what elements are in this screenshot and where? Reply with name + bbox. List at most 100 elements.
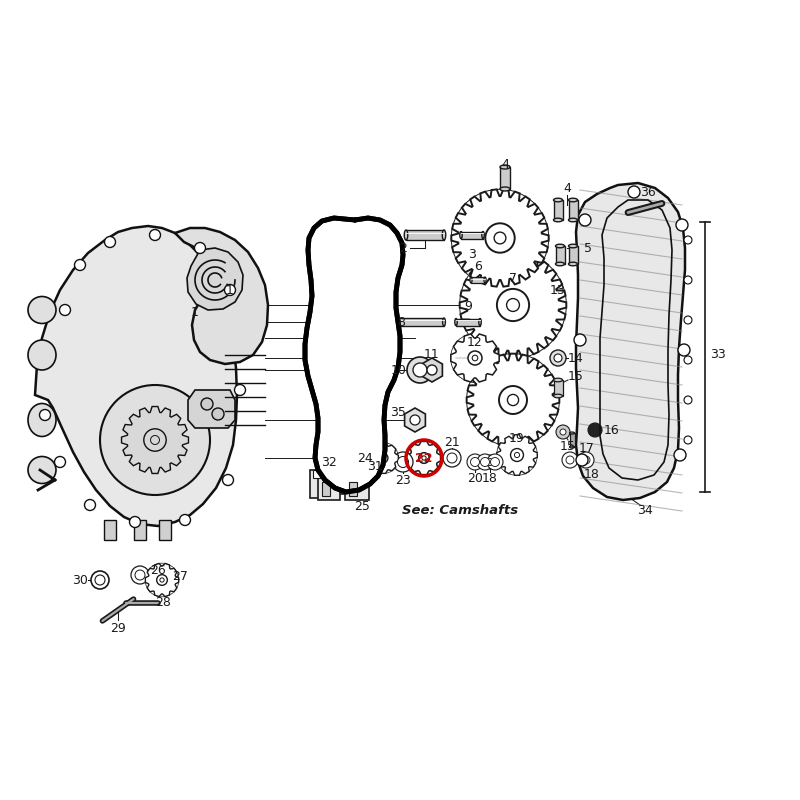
Ellipse shape [500,165,510,169]
Text: 32: 32 [321,455,337,469]
Circle shape [486,223,514,253]
Text: 34: 34 [637,505,653,518]
Ellipse shape [570,432,574,434]
Ellipse shape [569,198,578,202]
Bar [406,230,444,240]
Ellipse shape [554,378,562,382]
Circle shape [460,252,566,358]
Circle shape [144,429,166,451]
Text: 22: 22 [415,451,433,465]
Bar [345,478,369,500]
Circle shape [39,410,50,421]
Ellipse shape [460,231,462,238]
Polygon shape [35,226,237,526]
Polygon shape [187,248,243,310]
Circle shape [447,453,457,463]
Text: 9: 9 [464,299,472,313]
Circle shape [510,449,523,462]
Circle shape [684,236,692,244]
Ellipse shape [482,231,484,238]
Text: 10: 10 [391,363,407,377]
Circle shape [225,285,235,295]
Text: 11: 11 [424,347,440,361]
Circle shape [562,452,578,468]
Text: 8: 8 [397,315,405,329]
Circle shape [95,575,105,585]
Text: 15: 15 [560,441,576,454]
Ellipse shape [554,218,562,222]
Text: 24: 24 [357,451,373,465]
Polygon shape [451,334,499,382]
Circle shape [467,454,483,470]
Circle shape [54,457,66,467]
Ellipse shape [569,244,578,248]
Bar [461,231,483,238]
Circle shape [676,219,688,231]
Circle shape [130,517,141,527]
Circle shape [451,190,549,286]
Text: 16: 16 [604,423,620,437]
Ellipse shape [570,446,574,448]
Bar [322,482,330,496]
Ellipse shape [442,230,446,240]
Circle shape [576,454,588,466]
Ellipse shape [28,297,56,323]
Circle shape [450,334,499,382]
Polygon shape [368,442,398,474]
Circle shape [160,578,164,582]
Text: 18: 18 [482,473,498,486]
Ellipse shape [554,198,562,202]
Circle shape [91,571,109,589]
Ellipse shape [484,277,486,283]
Circle shape [684,316,692,324]
Circle shape [150,435,159,445]
Circle shape [490,458,499,466]
Text: 5: 5 [584,242,592,254]
Circle shape [194,242,206,254]
Bar [349,482,357,496]
Text: 3: 3 [468,247,476,261]
Circle shape [150,230,161,241]
Polygon shape [146,563,178,597]
Polygon shape [576,183,685,500]
Circle shape [393,452,413,472]
Bar [500,167,510,189]
Text: 20: 20 [467,473,483,486]
Ellipse shape [470,277,472,283]
Text: 19: 19 [509,433,525,446]
Circle shape [507,394,518,406]
Circle shape [497,289,529,321]
Circle shape [684,436,692,444]
Text: 15: 15 [568,370,584,382]
Text: 18: 18 [584,467,600,481]
Text: 29: 29 [110,622,126,634]
Text: 36: 36 [640,186,656,198]
Circle shape [472,355,478,361]
Polygon shape [497,434,538,475]
Circle shape [674,449,686,461]
Circle shape [413,363,427,377]
Bar [338,468,356,494]
Circle shape [201,398,213,410]
Circle shape [556,425,570,439]
Circle shape [514,453,519,458]
Polygon shape [305,218,403,492]
Ellipse shape [554,394,562,398]
Circle shape [407,442,441,475]
Circle shape [470,458,479,466]
Circle shape [506,298,519,311]
Circle shape [74,259,86,270]
Text: 2: 2 [399,242,407,254]
Circle shape [105,237,115,247]
Ellipse shape [442,318,446,326]
Bar [318,478,340,500]
Circle shape [179,514,190,526]
Text: 1: 1 [226,283,234,297]
Circle shape [483,455,497,469]
Circle shape [234,385,246,395]
Ellipse shape [569,262,578,266]
Circle shape [427,365,437,375]
Text: 17: 17 [579,442,595,455]
Bar [555,246,565,264]
Text: 35: 35 [390,406,406,418]
